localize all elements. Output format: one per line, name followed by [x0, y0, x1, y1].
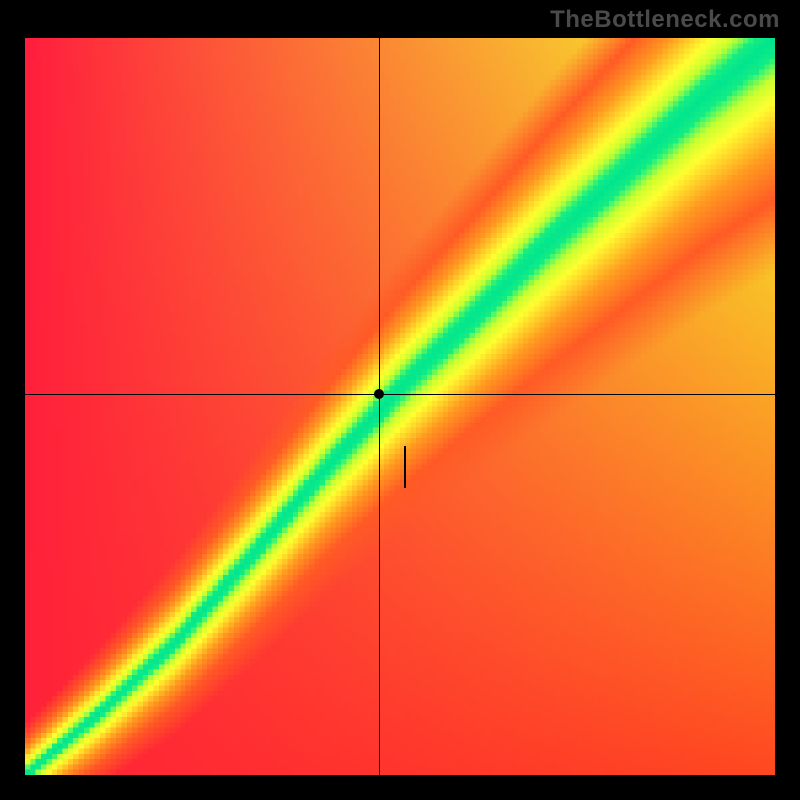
axis-tick-below-marker [404, 446, 406, 489]
data-point-marker [374, 389, 384, 399]
crosshair-horizontal [25, 394, 775, 395]
heatmap-canvas [25, 38, 775, 775]
crosshair-vertical [379, 38, 380, 775]
heatmap-plot [25, 38, 775, 775]
watermark-text: TheBottleneck.com [550, 6, 780, 34]
